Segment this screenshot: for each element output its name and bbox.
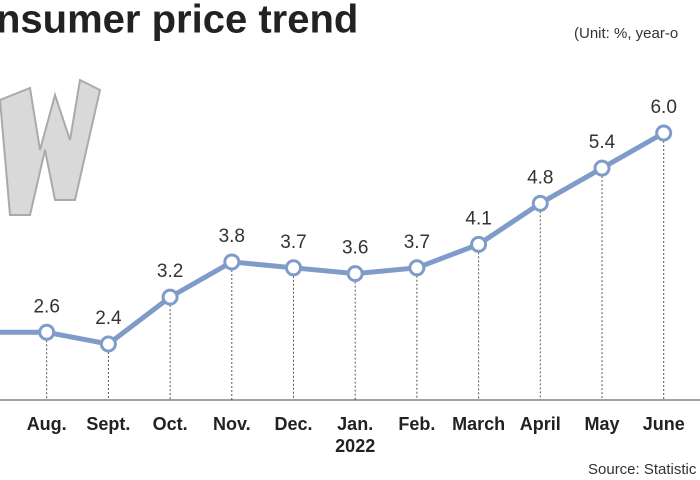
x-tick-label: June <box>643 414 685 434</box>
x-tick-label: Oct. <box>153 414 188 434</box>
value-label: 2.4 <box>95 308 122 329</box>
value-label: 3.8 <box>219 226 245 247</box>
value-label: 2.6 <box>33 296 59 317</box>
x-tick-label: Jan. <box>337 414 373 434</box>
x-tick-label: March <box>452 414 505 434</box>
source: Source: Statistic <box>588 461 697 478</box>
x-tick-label: Sept. <box>86 414 130 434</box>
point <box>161 288 179 306</box>
value-label: 3.7 <box>404 232 430 253</box>
point <box>285 259 302 277</box>
value-label: 6.0 <box>650 97 676 118</box>
value-label: 3.2 <box>157 261 183 282</box>
point <box>99 335 117 353</box>
x-tick-label: May <box>584 414 619 434</box>
point <box>223 253 241 271</box>
value-label: 4.1 <box>465 208 491 229</box>
point <box>408 259 426 277</box>
x-tick-sublabel: 2022 <box>335 436 375 456</box>
x-tick-label: April <box>520 414 561 434</box>
value-label: 4.8 <box>527 167 553 188</box>
point <box>655 124 673 142</box>
point <box>531 194 549 212</box>
point <box>38 323 56 341</box>
subtitle: (Unit: %, year-o <box>574 25 678 42</box>
value-label: 5.4 <box>589 132 616 153</box>
point <box>346 265 364 283</box>
chart-title: nsumer price trend <box>0 0 358 42</box>
x-tick-label: Dec. <box>274 414 312 434</box>
value-label: 3.7 <box>280 232 306 253</box>
point <box>470 235 488 253</box>
point <box>593 159 611 177</box>
won-icon <box>0 78 102 216</box>
value-label: 3.6 <box>342 238 368 259</box>
line <box>0 130 665 347</box>
x-tick-label: Nov. <box>213 414 251 434</box>
x-tick-label: Aug. <box>27 414 67 434</box>
x-tick-label: Feb. <box>398 414 435 434</box>
